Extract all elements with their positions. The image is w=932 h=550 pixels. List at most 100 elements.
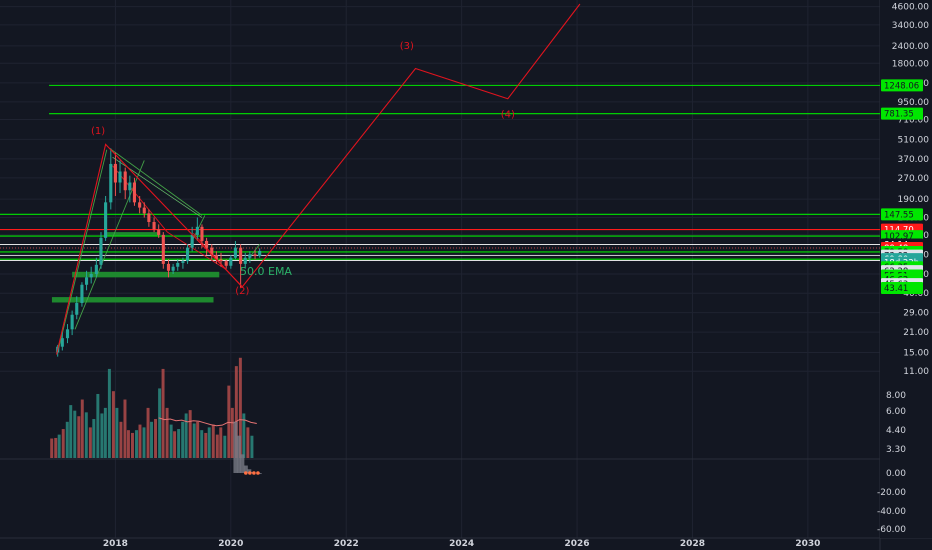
wave-label: (2) (235, 286, 249, 297)
candle-body (185, 247, 190, 262)
wave-label: (4) (501, 109, 515, 120)
price-badge: 781.35 (881, 107, 923, 120)
volume-bar (65, 421, 69, 458)
price-badge-bg (881, 79, 923, 92)
price-tick-label: 29.00 (903, 309, 929, 319)
volume-bar (130, 432, 134, 458)
volume-tick-label: 6.00 (886, 407, 906, 417)
price-tick-label: 710.00 (898, 115, 930, 125)
price-badge-label: 43.41 (884, 284, 908, 294)
oscillator-pane (233, 421, 262, 475)
candle-body (138, 202, 142, 208)
volume-bar (126, 430, 130, 458)
time-tick-label: 2024 (449, 539, 474, 549)
oscillator-bar (243, 465, 248, 473)
volume-bar (173, 431, 177, 458)
volume-bar (123, 399, 127, 458)
elliott-wave[interactable]: (1) (2) (3) (4) (56, 3, 581, 355)
support-zone-1 (106, 232, 159, 237)
candle-body (147, 213, 151, 223)
oscillator-tick-label: -20.00 (877, 488, 906, 498)
volume-bar (138, 424, 142, 458)
volume-bar (181, 421, 185, 458)
candle-body (80, 284, 84, 304)
horizontal-levels[interactable] (0, 84, 880, 261)
volume-bar (238, 357, 242, 458)
volume-bar (250, 435, 254, 458)
candle-body (224, 261, 228, 266)
price-badge: 1248.06 (881, 79, 923, 92)
channel-line (74, 160, 145, 330)
candle-body (181, 261, 185, 263)
oscillator-bar (236, 435, 241, 473)
volume-bar (69, 405, 73, 458)
volume-bar (196, 421, 200, 458)
oscillator-marker (256, 471, 260, 475)
price-tick-label: 40.00 (903, 289, 929, 299)
candle-body (219, 259, 223, 262)
support-zones (51, 232, 220, 303)
volume-bar (184, 413, 188, 458)
oscillator-tick-label: -40.00 (877, 507, 906, 517)
time-axis[interactable]: 2018 2020 2022 2024 2026 2028 2030 (103, 539, 821, 549)
price-tick-label: 4600.00 (892, 3, 929, 13)
volume-tick-label: 3.30 (886, 445, 906, 455)
time-tick-label: 2022 (334, 539, 359, 549)
channel-line-red (167, 231, 226, 270)
price-badge-label: 147.55 (884, 210, 914, 220)
candlesticks[interactable] (56, 148, 262, 357)
volume-bar (92, 419, 96, 458)
price-tick-label: 270.00 (898, 174, 930, 184)
candle-body (243, 257, 247, 264)
volume-bar (215, 434, 219, 458)
price-badge: 43.41 (881, 281, 923, 294)
candle-body (118, 171, 122, 183)
price-tick-label: 21.00 (903, 328, 929, 338)
candle-body (253, 254, 257, 257)
channel-line (57, 149, 108, 353)
price-tick-label: 11.00 (903, 367, 929, 377)
volume-bar (219, 427, 223, 458)
candle-body (123, 171, 127, 191)
volume-bar (115, 407, 119, 458)
volume-bar (192, 423, 196, 458)
oscillator-marker (244, 471, 248, 475)
candle-body (65, 329, 70, 339)
time-tick-label: 2020 (218, 539, 243, 549)
candle-body (104, 202, 108, 238)
volume-bar (135, 430, 138, 458)
candle-body (142, 207, 146, 214)
volume-bar (150, 421, 153, 458)
candle-body (210, 247, 214, 256)
volume-bar (88, 427, 92, 458)
candle-body (99, 237, 103, 265)
volume-bar (146, 407, 150, 458)
wave-label: (1) (91, 126, 105, 137)
candle-body (128, 182, 132, 191)
volume-bar (227, 385, 231, 458)
candle-body (109, 163, 113, 203)
candle-body (258, 250, 262, 257)
price-tick-label: 370.00 (898, 155, 930, 165)
candle-body (84, 277, 89, 285)
candle-body (152, 222, 156, 230)
candle-body (157, 229, 161, 235)
price-badge: 147.55 (881, 208, 923, 221)
support-zone-2 (72, 271, 220, 278)
volume-bar (230, 407, 234, 458)
volume-bar (54, 437, 58, 458)
volume-bar (111, 391, 115, 458)
oscillator-bar (240, 454, 245, 473)
price-badge-bg (881, 107, 923, 120)
price-badge-label: 781.35 (884, 110, 914, 120)
price-badges: 1248.06781.35147.55114.70102.9784.1480.4… (881, 79, 923, 294)
price-badge-label: 1248.06 (884, 81, 919, 91)
price-tick-label: 950.00 (898, 98, 930, 108)
price-tick-label: 510.00 (898, 135, 930, 145)
volume-bar (61, 429, 65, 458)
volume-bar (204, 432, 208, 458)
volume-bar (119, 421, 123, 458)
volume-bar (142, 427, 146, 458)
volume-bar (246, 427, 250, 458)
